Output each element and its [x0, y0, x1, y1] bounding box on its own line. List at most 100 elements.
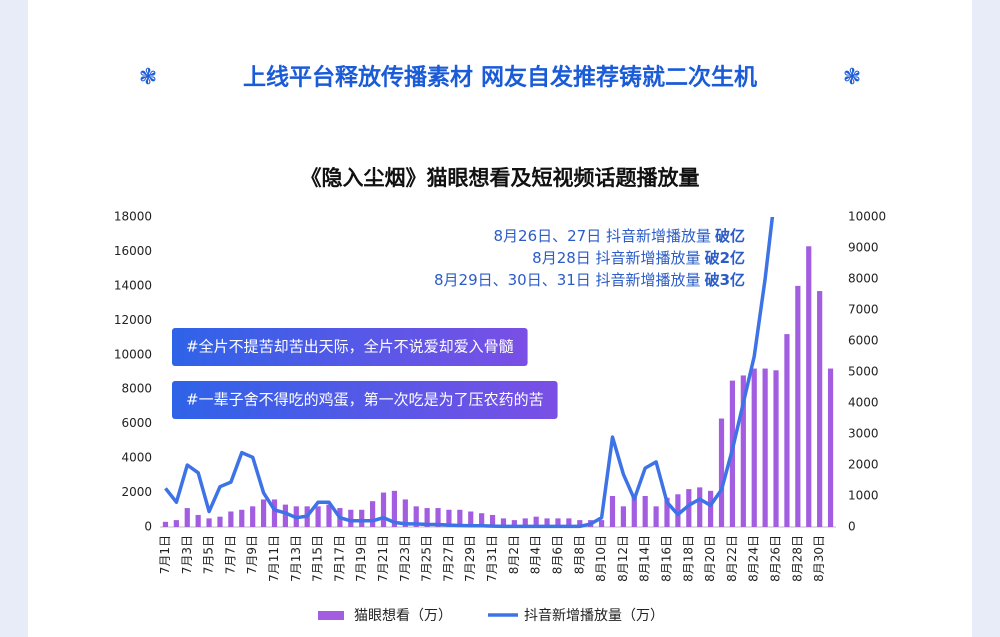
bar	[708, 490, 714, 527]
x-tick-label: 7月5日	[202, 535, 216, 574]
bar	[664, 497, 670, 527]
y-tick-label: 0	[144, 520, 152, 534]
x-tick-label: 8月4日	[529, 535, 543, 574]
bar	[217, 516, 223, 527]
annotation: 8月26日、27日 抖音新增播放量 破亿	[493, 227, 745, 245]
bar	[489, 514, 496, 527]
legend-label: 抖音新增播放量（万）	[524, 607, 664, 624]
annotation: 8月29日、30日、31日 抖音新增播放量 破3亿	[434, 271, 745, 289]
annotation-emphasis: 破亿	[715, 227, 745, 245]
x-tick-label: 7月19日	[354, 535, 368, 582]
bar	[446, 509, 452, 527]
x-tick-label: 8月2日	[507, 535, 521, 574]
y2-tick-label: 4000	[848, 396, 879, 410]
bar	[162, 521, 169, 527]
bar	[806, 246, 812, 527]
x-tick-label: 7月13日	[289, 535, 303, 582]
bar	[686, 489, 692, 527]
bar	[239, 509, 245, 527]
bar	[500, 518, 507, 527]
bar	[370, 501, 376, 527]
y2-tick-label: 5000	[848, 365, 879, 379]
x-tick-label: 8月6日	[550, 535, 564, 574]
hashtag-text: #一辈子舍不得吃的鸡蛋，第一次吃是为了压农药的苦	[186, 391, 544, 409]
decor-icon: ❃	[139, 65, 157, 90]
hashtag-box	[172, 381, 558, 419]
y-tick-label: 10000	[114, 347, 152, 361]
x-tick-label: 7月31日	[485, 535, 499, 582]
annotation-emphasis: 破3亿	[705, 271, 745, 289]
x-tick-label: 8月22日	[725, 535, 739, 582]
hashtag: #一辈子舍不得吃的鸡蛋，第一次吃是为了压农药的苦	[172, 381, 558, 419]
y2-tick-label: 10000	[848, 210, 886, 224]
x-tick-label: 7月23日	[398, 535, 412, 582]
y-tick-label: 2000	[121, 485, 152, 499]
bar	[817, 291, 823, 527]
x-tick-label: 7月27日	[441, 535, 455, 582]
bar	[435, 508, 441, 527]
bar	[773, 370, 779, 527]
hashtag-text: #全片不提苦却苦出天际，全片不说爱却爱入骨髓	[186, 338, 514, 356]
bar	[577, 520, 583, 527]
bar	[184, 508, 190, 527]
y-tick-label: 6000	[121, 416, 152, 430]
y2-tick-label: 2000	[848, 458, 879, 472]
y-tick-label: 4000	[121, 451, 152, 465]
x-tick-label: 8月14日	[638, 535, 652, 582]
y-tick-label: 12000	[114, 313, 152, 327]
bar	[751, 368, 757, 527]
x-tick-label: 7月29日	[463, 535, 477, 582]
bar	[457, 509, 463, 527]
legend-label: 猫眼想看（万）	[354, 608, 452, 624]
annotation: 8月28日 抖音新增播放量 破2亿	[532, 249, 745, 267]
y2-tick-label: 3000	[848, 427, 879, 441]
hashtag-box	[172, 328, 528, 366]
bar	[631, 496, 637, 527]
annotation-text: 8月26日、27日 抖音新增播放量	[493, 227, 711, 245]
bar	[250, 506, 256, 527]
x-tick-label: 8月28日	[790, 535, 804, 582]
bar	[827, 368, 834, 527]
y2-tick-label: 6000	[848, 334, 879, 348]
bar	[380, 492, 387, 527]
x-tick-label: 8月8日	[572, 535, 586, 574]
bar	[206, 518, 212, 527]
bar	[479, 513, 485, 527]
x-tick-label: 7月1日	[158, 535, 172, 574]
x-tick-label: 7月9日	[245, 535, 259, 574]
y2-tick-label: 8000	[848, 272, 879, 286]
bar	[740, 375, 746, 527]
line-series	[164, 217, 775, 529]
x-tick-label: 8月12日	[616, 535, 630, 582]
x-tick-label: 8月24日	[747, 535, 761, 582]
bar	[544, 518, 550, 527]
bar	[697, 487, 703, 527]
bar	[413, 506, 419, 527]
y-tick-label: 16000	[114, 244, 152, 258]
x-tick-label: 7月25日	[420, 535, 434, 582]
bar	[359, 509, 365, 527]
bar	[642, 496, 648, 527]
legend-swatch	[318, 611, 344, 620]
bar	[522, 518, 528, 527]
y2-tick-label: 1000	[848, 489, 879, 503]
x-tick-label: 7月3日	[180, 535, 194, 574]
bar	[260, 499, 267, 527]
page-title: 上线平台释放传播素材 网友自发推荐铸就二次生机	[243, 64, 757, 91]
bar	[653, 506, 659, 527]
bar	[762, 368, 768, 527]
bar	[468, 511, 474, 527]
y-tick-label: 14000	[114, 278, 152, 292]
annotation-text: 8月28日 抖音新增播放量	[532, 249, 700, 267]
x-tick-label: 8月18日	[681, 535, 695, 582]
bar	[173, 520, 179, 527]
bar	[511, 520, 517, 527]
bar	[315, 506, 321, 527]
x-tick-label: 7月7日	[223, 535, 237, 574]
bar	[784, 334, 790, 527]
bar	[555, 518, 561, 527]
card	[28, 0, 972, 637]
y-tick-label: 8000	[121, 382, 152, 396]
decor-icon: ❃	[843, 65, 861, 90]
